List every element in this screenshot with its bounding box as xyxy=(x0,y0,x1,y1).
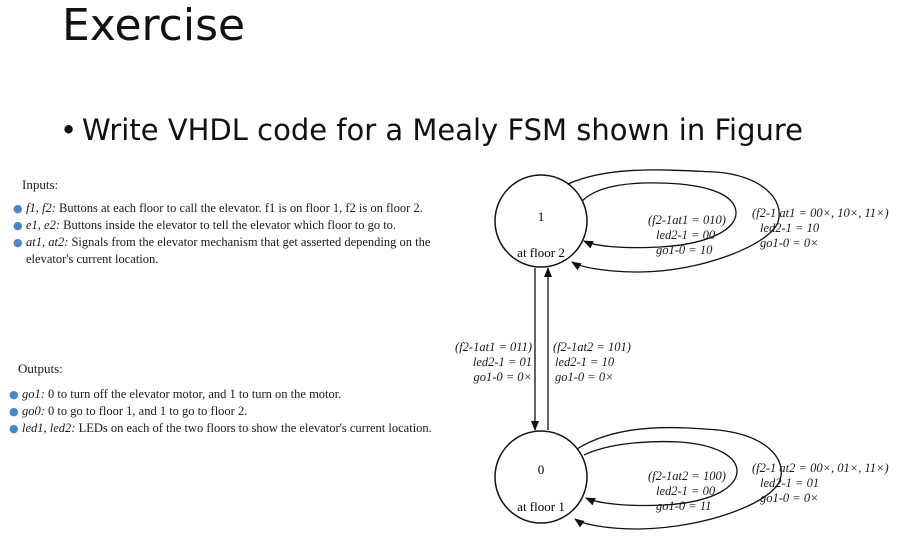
list-item: ● at1, at2: Signals from the elevator mec… xyxy=(13,234,476,268)
outputs-label: Outputs: xyxy=(18,361,63,376)
output-names: go1: xyxy=(22,387,45,401)
inputs-label: Inputs: xyxy=(22,177,59,192)
output-description: LEDs on each of the two floors to show t… xyxy=(75,421,432,435)
transition-led: led2-1 = 10 xyxy=(760,221,820,235)
slide-bullet-text: Write VHDL code for a Mealy FSM shown in… xyxy=(82,113,804,147)
bullet-icon: ● xyxy=(13,236,23,249)
input-names: e1, e2: xyxy=(26,218,61,232)
up-transition-label: (f2-1at2 = 101) led2-1 = 10 go1-0 = 0× xyxy=(553,325,631,385)
transition-condition: (f2-1 at1 = 00×, 10×, 11×) xyxy=(752,206,889,220)
transition-led: led2-1 = 00 xyxy=(656,484,716,498)
transition-condition: (f2-1at2 = 101) xyxy=(553,340,631,354)
input-names: f1, f2: xyxy=(26,201,56,215)
input-description: Buttons at each floor to call the elevat… xyxy=(55,201,423,215)
transition-go: go1-0 = 11 xyxy=(656,499,712,513)
state-0-label: at floor 1 xyxy=(517,499,565,514)
transition-led: led2-1 = 10 xyxy=(555,355,615,369)
s0-inner-loop-label: (f2-1at2 = 100) led2-1 = 00 go1-0 = 11 xyxy=(648,454,726,514)
state-0-outer-loop xyxy=(574,426,782,530)
input-description: Buttons inside the elevator to tell the … xyxy=(60,218,397,232)
bullet-icon: ● xyxy=(13,219,23,232)
state-1-circle xyxy=(494,174,588,268)
state-1-outer-loop xyxy=(567,169,780,273)
transition-condition: (f2-1at1 = 011) xyxy=(455,340,532,354)
list-item: ● e1, e2: Buttons inside the elevator to … xyxy=(13,217,476,234)
transition-led: led2-1 = 01 xyxy=(760,476,820,490)
outputs-list: ● go1: 0 to turn off the elevator motor, … xyxy=(9,386,442,437)
transition-go: go1-0 = 0× xyxy=(760,491,819,505)
bullet-dot-icon: • xyxy=(60,113,78,147)
down-transition-label: (f2-1at1 = 011) led2-1 = 01 go1-0 = 0× xyxy=(448,325,532,385)
transition-go: go1-0 = 0× xyxy=(760,236,819,250)
bullet-icon: ● xyxy=(13,202,23,215)
output-description: 0 to turn off the elevator motor, and 1 … xyxy=(44,387,342,401)
state-0-inner-loop xyxy=(583,440,738,507)
transition-go: go1-0 = 0× xyxy=(473,370,532,384)
bullet-icon: ● xyxy=(9,388,19,401)
transition-led: led2-1 = 00 xyxy=(656,228,716,242)
inputs-list: ● f1, f2: Buttons at each floor to call t… xyxy=(13,200,476,268)
list-item: ● f1, f2: Buttons at each floor to call t… xyxy=(13,200,476,217)
state-0-circle xyxy=(494,430,588,524)
list-item: ● led1, led2: LEDs on each of the two flo… xyxy=(9,420,442,437)
s1-inner-loop-label: (f2-1at1 = 010) led2-1 = 00 go1-0 = 10 xyxy=(648,198,726,258)
output-description: 0 to go to floor 1, and 1 to go to floor… xyxy=(44,404,248,418)
state-1-id: 1 xyxy=(538,209,545,224)
state-1-inner-loop xyxy=(581,182,737,249)
transition-go: go1-0 = 0× xyxy=(555,370,614,384)
input-names: at1, at2: xyxy=(26,235,69,249)
transition-condition: (f2-1at1 = 010) xyxy=(648,213,726,227)
state-1-label: at floor 2 xyxy=(517,245,565,260)
s0-outer-loop-label: (f2-1 at2 = 00×, 01×, 11×) led2-1 = 01 g… xyxy=(752,446,889,506)
input-description: Signals from the elevator mechanism that… xyxy=(26,235,431,266)
transition-condition: (f2-1at2 = 100) xyxy=(648,469,726,483)
transition-led: led2-1 = 01 xyxy=(472,355,532,369)
transition-condition: (f2-1 at2 = 00×, 01×, 11×) xyxy=(752,461,889,475)
transition-go: go1-0 = 10 xyxy=(656,243,713,257)
slide-title: Exercise xyxy=(62,0,246,51)
state-0-id: 0 xyxy=(538,462,545,477)
slide-bullet: • Write VHDL code for a Mealy FSM shown i… xyxy=(60,110,803,150)
output-names: led1, led2: xyxy=(22,421,76,435)
list-item: ● go0: 0 to go to floor 1, and 1 to go to… xyxy=(9,403,442,420)
bullet-icon: ● xyxy=(9,405,19,418)
output-names: go0: xyxy=(22,404,45,418)
list-item: ● go1: 0 to turn off the elevator motor, … xyxy=(9,386,442,403)
bullet-icon: ● xyxy=(9,422,19,435)
s1-outer-loop-label: (f2-1 at1 = 00×, 10×, 11×) led2-1 = 10 g… xyxy=(752,191,889,251)
